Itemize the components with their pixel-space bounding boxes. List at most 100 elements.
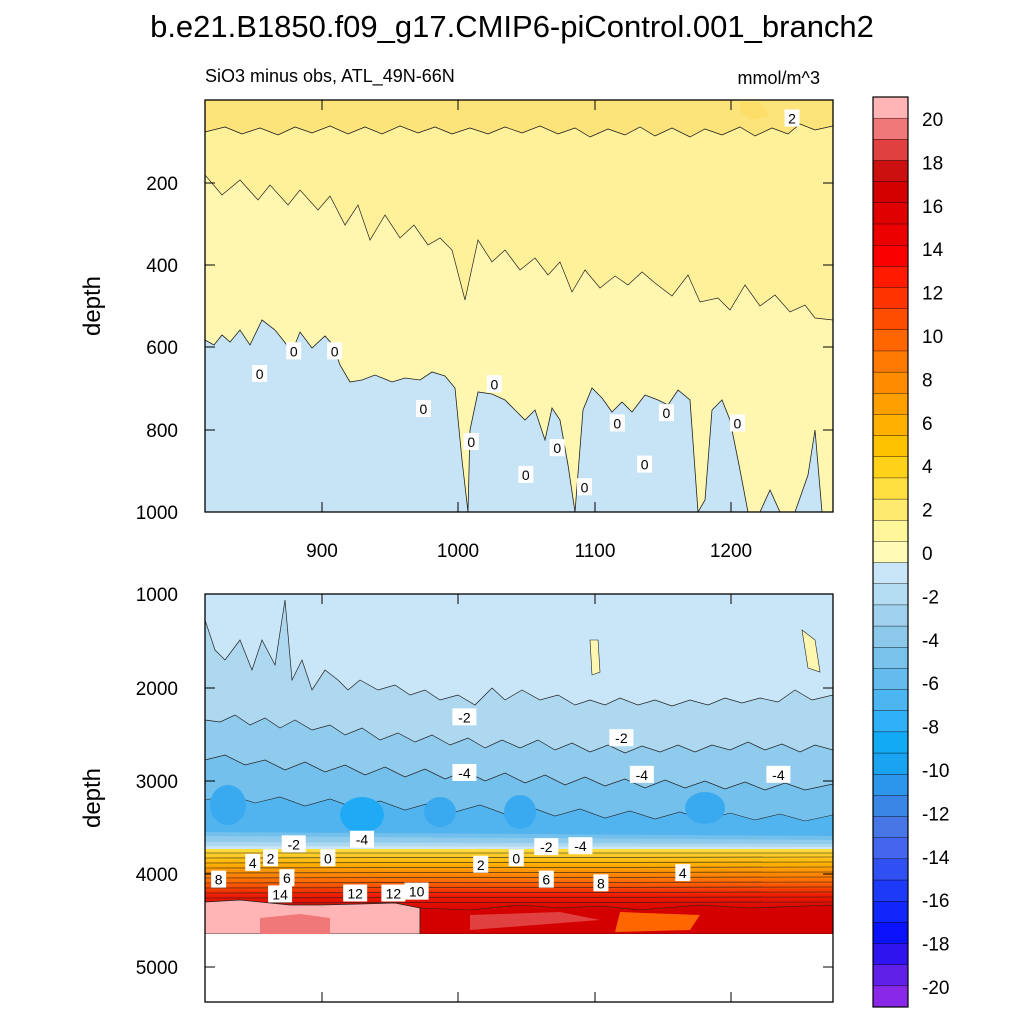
colorbar-label: 10 [922, 327, 943, 348]
colorbar-label: 6 [922, 414, 933, 435]
colorbar-swatch [872, 541, 909, 564]
colorbar-swatch [872, 562, 909, 585]
upper-contour-fill [205, 100, 833, 512]
lower-ytick-label: 1000 [136, 585, 178, 606]
contour-label-bg [211, 870, 227, 888]
colorbar-swatch [872, 985, 909, 1008]
colorbar-swatch [872, 668, 909, 691]
colorbar-swatch [872, 287, 909, 310]
contour-label: 0 [491, 376, 499, 392]
contour-label: 0 [324, 850, 332, 866]
colorbar-swatch [872, 329, 909, 352]
contour-label-bg [538, 870, 554, 888]
colorbar-swatch [872, 181, 909, 204]
units-label: mmol/m^3 [738, 68, 820, 88]
colorbar-swatch [872, 202, 909, 225]
contour-label-bg [729, 414, 745, 432]
contour-label-bg [609, 729, 634, 747]
colorbar-swatch [872, 858, 909, 881]
colorbar-swatch [872, 922, 909, 945]
colorbar-label: 0 [922, 544, 933, 565]
contour-label: 8 [597, 875, 605, 891]
colorbar-swatch [872, 393, 909, 415]
lower-ytick-label: 5000 [136, 958, 178, 979]
colorbar-label: 8 [922, 370, 933, 391]
colorbar-swatch [872, 816, 909, 839]
contour-label-bg [534, 838, 559, 856]
contour-label-bg [766, 765, 791, 783]
contour-label-bg [415, 400, 431, 417]
colorbar-label: 4 [922, 457, 933, 478]
contour-label: 2 [788, 111, 796, 127]
lower-ytick-label: 3000 [136, 772, 178, 793]
contour-label-bg [452, 763, 477, 781]
colorbar-swatch [872, 964, 909, 987]
colorbar-swatch [872, 752, 909, 775]
upper-y-axis-label: depth [79, 276, 106, 336]
contour-label-bg [263, 849, 279, 867]
colorbar-swatch [872, 604, 909, 627]
contour-label: 0 [522, 467, 530, 483]
contour-label: 0 [581, 479, 589, 495]
contour-label-bg [252, 364, 268, 382]
contour-label-bg [508, 849, 524, 867]
contour-label: 10 [409, 884, 425, 900]
contour-label: 0 [467, 434, 475, 450]
upper-y-ticks [205, 100, 833, 512]
contour-label-bg [486, 375, 502, 393]
contour-label: 0 [256, 366, 264, 382]
contour-label: 8 [215, 872, 223, 888]
panel-subtitle: SiO3 minus obs, ATL_49N-66N [205, 66, 455, 87]
contour-label-bg [637, 455, 653, 473]
colorbar-label: -20 [922, 978, 949, 999]
contour-label: 6 [542, 872, 550, 888]
colorbar-label: -18 [922, 935, 949, 956]
colorbar-label: -4 [922, 631, 939, 652]
contour-label-bg [381, 884, 406, 902]
colorbar-swatch [872, 456, 909, 479]
colorbar-swatch [872, 435, 909, 458]
upper-ytick-label: 600 [146, 338, 178, 359]
contour-label-bg [350, 830, 374, 848]
colorbar-label: 18 [922, 153, 943, 174]
colorbar-label: -12 [922, 804, 949, 825]
contour-label: -4 [574, 838, 587, 854]
colorbar-swatch [872, 837, 909, 860]
contour-label: 2 [477, 857, 485, 873]
colorbar-swatch [872, 117, 909, 140]
colorbar-swatch [872, 900, 909, 923]
colorbar-swatch [872, 96, 909, 119]
contour-label: 0 [734, 415, 742, 431]
contour-label-bg [320, 849, 336, 867]
contour-label-bg [593, 874, 609, 892]
contour-label: 14 [272, 886, 288, 902]
colorbar-label: -8 [922, 718, 939, 739]
contour-label: -4 [636, 767, 649, 783]
contour-label-bg [286, 342, 302, 360]
colorbar-swatch [872, 583, 909, 606]
lower-y-axis-label: depth [79, 768, 106, 828]
colorbar-swatch [872, 625, 909, 648]
contour-label: 0 [553, 440, 561, 456]
contour-label-bg [609, 414, 625, 432]
colorbar-swatch [872, 244, 909, 267]
contour-label: 6 [283, 870, 291, 886]
contour-label-bg [343, 884, 368, 902]
contour-label-bg [577, 478, 593, 496]
colorbar-label: -10 [922, 761, 949, 782]
contour-label: 0 [420, 401, 428, 417]
figure-title: b.e21.B1850.f09_g17.CMIP6-piControl.001_… [150, 9, 874, 44]
colorbar-swatch [872, 160, 909, 183]
colorbar-swatch [872, 731, 909, 754]
contour-label: -2 [458, 709, 471, 725]
contour-label: -4 [772, 767, 785, 783]
contour-label: 0 [613, 415, 621, 431]
contour-label-bg [568, 837, 593, 855]
contour-label: 0 [512, 850, 520, 866]
colorbar-label: -16 [922, 891, 949, 912]
colorbar-label: 12 [922, 284, 943, 305]
contour-label-bg [675, 864, 691, 882]
lower-panel: 1000 2000 3000 4000 5000 depth -2-2-4 -4-… [79, 585, 834, 1003]
